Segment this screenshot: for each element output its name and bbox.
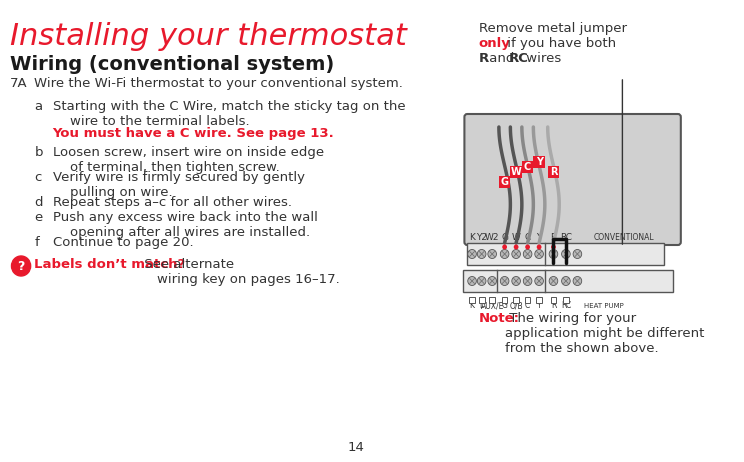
Circle shape [488, 276, 496, 286]
Circle shape [573, 276, 582, 286]
Text: RC: RC [561, 302, 571, 310]
Text: e: e [34, 211, 42, 224]
Circle shape [502, 244, 507, 249]
Text: Push any excess wire back into the wall
    opening after all wires are installe: Push any excess wire back into the wall … [53, 211, 318, 239]
Text: C: C [524, 162, 531, 172]
Text: W2: W2 [485, 232, 499, 242]
Text: Wiring (conventional system): Wiring (conventional system) [10, 55, 334, 74]
FancyBboxPatch shape [548, 166, 559, 178]
Circle shape [551, 244, 556, 249]
Bar [525, 297, 530, 303]
Text: AUX/E: AUX/E [481, 302, 504, 310]
Text: Installing your thermostat: Installing your thermostat [10, 22, 406, 51]
Circle shape [478, 249, 486, 259]
Text: Continue to page 20.: Continue to page 20. [53, 236, 193, 249]
Text: c: c [34, 171, 42, 184]
Text: G: G [501, 177, 509, 187]
Text: W: W [510, 167, 522, 177]
Text: Y: Y [536, 302, 542, 310]
Circle shape [562, 249, 570, 259]
Text: Y2: Y2 [476, 232, 487, 242]
Bar [551, 297, 557, 303]
Text: O/B: O/B [510, 302, 523, 310]
Text: Wire the Wi-Fi thermostat to your conventional system.: Wire the Wi-Fi thermostat to your conven… [34, 77, 403, 90]
Text: Y: Y [536, 157, 542, 167]
Circle shape [535, 276, 543, 286]
Text: wires: wires [522, 52, 561, 65]
Text: and: and [486, 52, 519, 65]
Circle shape [468, 276, 476, 286]
Text: L: L [480, 302, 484, 310]
Circle shape [512, 276, 520, 286]
Text: ?: ? [17, 260, 25, 273]
Text: d: d [34, 196, 43, 209]
Text: if you have both: if you have both [502, 37, 615, 50]
Circle shape [500, 276, 509, 286]
Circle shape [562, 276, 570, 286]
Text: C: C [525, 232, 530, 242]
Text: G: G [501, 302, 507, 310]
Text: Remove metal jumper: Remove metal jumper [479, 22, 626, 35]
Text: CONVENTIONAL: CONVENTIONAL [594, 232, 654, 242]
Circle shape [523, 249, 532, 259]
Text: C: C [525, 302, 530, 310]
Circle shape [488, 249, 496, 259]
Text: f: f [34, 236, 39, 249]
Circle shape [478, 276, 486, 286]
Text: The wiring for your
application might be different
from the shown above.: The wiring for your application might be… [505, 312, 705, 355]
Circle shape [468, 249, 476, 259]
Text: See alternate
    wiring key on pages 16–17.: See alternate wiring key on pages 16–17. [140, 258, 340, 286]
Bar [536, 297, 542, 303]
Text: Verify wire is firmly secured by gently
    pulling on wire.: Verify wire is firmly secured by gently … [53, 171, 304, 199]
Text: R: R [551, 302, 557, 310]
Circle shape [513, 244, 519, 249]
Circle shape [535, 249, 543, 259]
FancyBboxPatch shape [522, 161, 533, 173]
Circle shape [549, 249, 558, 259]
Bar [563, 297, 568, 303]
Circle shape [11, 256, 31, 276]
Circle shape [525, 244, 530, 249]
Circle shape [523, 276, 532, 286]
Text: a: a [34, 100, 42, 113]
Bar [467, 243, 664, 265]
Text: RC: RC [508, 52, 528, 65]
Circle shape [512, 249, 520, 259]
Bar [464, 270, 673, 292]
Text: Y: Y [536, 232, 542, 242]
Text: Loosen screw, insert wire on inside edge
    of terminal, then tighten screw.: Loosen screw, insert wire on inside edge… [53, 146, 324, 174]
Text: G: G [501, 232, 508, 242]
Text: K: K [469, 302, 475, 310]
Text: RC: RC [560, 232, 572, 242]
Text: b: b [34, 146, 43, 159]
Text: Labels don’t match?: Labels don’t match? [34, 258, 186, 271]
Text: Note:: Note: [479, 312, 520, 325]
Text: W: W [512, 232, 521, 242]
FancyBboxPatch shape [464, 114, 681, 245]
FancyBboxPatch shape [499, 176, 510, 188]
Text: 14: 14 [347, 441, 365, 454]
Bar [513, 297, 519, 303]
Text: only: only [479, 37, 510, 50]
Circle shape [536, 244, 542, 249]
Circle shape [500, 249, 509, 259]
Text: Starting with the C Wire, match the sticky tag on the
    wire to the terminal l: Starting with the C Wire, match the stic… [53, 100, 405, 128]
Bar [501, 297, 507, 303]
Text: 7A: 7A [10, 77, 28, 90]
FancyBboxPatch shape [510, 166, 522, 178]
Text: R: R [479, 52, 489, 65]
Text: Repeat steps a–c for all other wires.: Repeat steps a–c for all other wires. [53, 196, 292, 209]
Bar [479, 297, 484, 303]
Bar [490, 297, 495, 303]
Circle shape [549, 276, 558, 286]
Bar [469, 297, 475, 303]
FancyBboxPatch shape [533, 156, 545, 168]
Text: R: R [550, 167, 557, 177]
Text: R: R [551, 232, 557, 242]
Circle shape [573, 249, 582, 259]
Text: HEAT PUMP: HEAT PUMP [584, 303, 624, 309]
Text: You must have a C wire. See page 13.: You must have a C wire. See page 13. [53, 127, 334, 140]
Text: K: K [469, 232, 475, 242]
